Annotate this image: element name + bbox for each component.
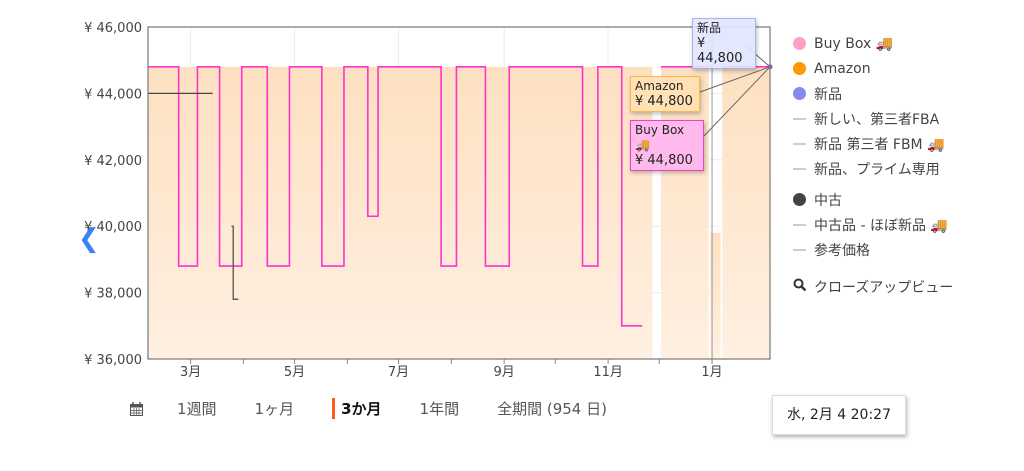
tooltip-buybox: Buy Box 🚚 ¥ 44,800	[630, 120, 704, 171]
legend-label: 新品、プライム専用	[814, 161, 940, 178]
legend-label: 新しい、第三者FBA	[814, 111, 940, 128]
legend-item[interactable]: Amazon	[793, 57, 953, 80]
legend-label: 中古品 - ほぼ新品 🚚	[814, 217, 948, 234]
tooltip-amazon-value: ¥ 44,800	[635, 94, 693, 109]
range-all[interactable]: 全期間 (954 日)	[497, 400, 607, 418]
legend-label: 参考価格	[814, 242, 870, 259]
range-1-month[interactable]: 1ヶ月	[254, 400, 295, 418]
series-area-amazon	[148, 66, 653, 359]
legend-dash-icon	[793, 248, 806, 251]
legend-item[interactable]: 新品、プライム専用	[793, 157, 953, 180]
range-selector: 1週間 1ヶ月 3か月 1年間 全期間 (954 日)	[130, 398, 645, 419]
legend-item[interactable]: Buy Box 🚚	[793, 32, 953, 55]
tooltip-connector	[703, 66, 771, 137]
x-tick-label: 1月	[701, 365, 722, 380]
y-tick-label: ¥ 42,000	[84, 154, 142, 169]
tooltip-new-label: 新品	[697, 21, 722, 35]
legend-item[interactable]: 中古品 - ほぼ新品 🚚	[793, 213, 953, 236]
series-area-amazon	[722, 66, 770, 359]
x-tick-label: 11月	[593, 365, 623, 380]
legend-item[interactable]: 参考価格	[793, 238, 953, 261]
calendar-icon	[130, 402, 143, 416]
legend-item[interactable]: 新品 第三者 FBM 🚚	[793, 132, 953, 155]
legend-dot-icon	[793, 37, 806, 50]
legend-dot-icon	[793, 87, 806, 100]
y-tick-label: ¥ 38,000	[84, 287, 142, 302]
range-1-week[interactable]: 1週間	[177, 400, 217, 418]
closeup-label: クローズアップビュー	[814, 279, 953, 296]
legend-dash-icon	[793, 142, 806, 145]
legend-label: Buy Box 🚚	[814, 35, 894, 52]
tooltip-buybox-label: Buy Box 🚚	[635, 123, 685, 152]
legend: Buy Box 🚚 Amazon 新品新しい、第三者FBA 新品 第三者 FBM 🚚 新…	[793, 32, 953, 300]
x-tick-label: 3月	[180, 365, 201, 380]
tooltip-new: 新品 ¥ 44,800	[692, 18, 756, 69]
tooltip-buybox-value: ¥ 44,800	[635, 153, 693, 168]
legend-label: 中古	[814, 192, 842, 209]
tooltip-amazon-label: Amazon	[635, 79, 684, 93]
series-area-amazon	[710, 232, 721, 359]
plot-frame	[147, 26, 771, 360]
legend-dot-icon	[793, 62, 806, 75]
tooltip-connector	[699, 66, 771, 93]
chevron-left-icon[interactable]: ❮	[78, 224, 100, 254]
legend-item[interactable]: 中古	[793, 188, 953, 211]
y-tick-label: ¥ 46,000	[84, 21, 142, 36]
y-tick-label: ¥ 40,000	[84, 220, 142, 235]
legend-dash-icon	[793, 117, 806, 120]
search-icon	[793, 278, 807, 295]
legend-dot-icon	[793, 193, 806, 206]
legend-item[interactable]: 新しい、第三者FBA	[793, 107, 953, 130]
range-3-months[interactable]: 3か月	[332, 398, 382, 419]
tooltip-new-value: ¥ 44,800	[697, 36, 743, 66]
legend-item[interactable]: 新品	[793, 82, 953, 105]
tooltip-amazon: Amazon ¥ 44,800	[630, 76, 700, 112]
legend-dash-icon	[793, 167, 806, 170]
legend-label: 新品 第三者 FBM 🚚	[814, 136, 945, 153]
legend-label: Amazon	[814, 60, 871, 77]
closeup-view-button[interactable]: クローズアップビュー	[793, 275, 953, 298]
cursor-date-label: 水, 2月 4 20:27	[772, 395, 906, 435]
x-tick-label: 5月	[284, 365, 305, 380]
x-tick-label: 7月	[388, 365, 409, 380]
series-line-buybox	[148, 66, 643, 327]
range-1-year[interactable]: 1年間	[419, 400, 460, 418]
x-tick-label: 9月	[494, 365, 515, 380]
legend-dash-icon	[793, 223, 806, 226]
y-tick-label: ¥ 44,000	[84, 87, 142, 102]
y-tick-label: ¥ 36,000	[84, 353, 142, 368]
legend-label: 新品	[814, 86, 842, 103]
series-line-used	[231, 225, 239, 300]
